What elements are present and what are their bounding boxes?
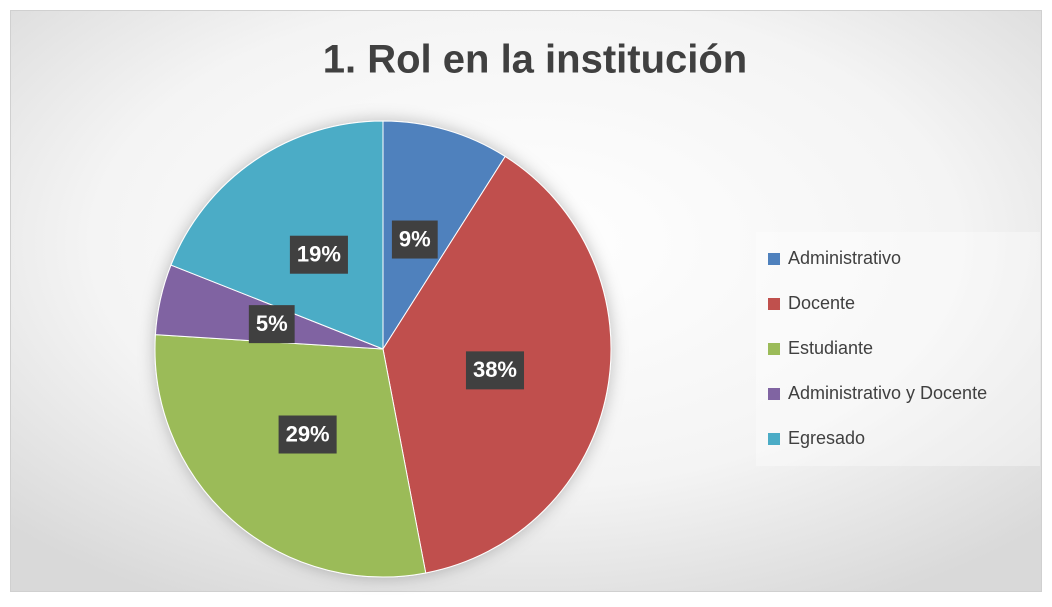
legend-label: Egresado [788, 428, 865, 448]
pie-slice [382, 120, 506, 351]
legend-swatch [768, 298, 780, 310]
legend-swatch [768, 433, 780, 445]
data-label-box [248, 305, 295, 344]
legend-label: Administrativo [788, 248, 901, 268]
legend-swatch [768, 253, 780, 265]
data-label: 29% [286, 421, 330, 446]
legend-label: Estudiante [788, 338, 873, 358]
data-label-box [289, 235, 348, 274]
data-label: 9% [399, 226, 431, 251]
data-label: 19% [297, 242, 341, 267]
pie [154, 120, 612, 578]
data-label: 5% [256, 311, 288, 336]
data-label-box [278, 415, 337, 454]
data-label-box [465, 351, 525, 390]
legend-label: Administrativo y Docente [788, 383, 987, 403]
legend-label: Docente [788, 293, 855, 313]
data-label-box [391, 220, 438, 259]
chart-title: 1. Rol en la institución [323, 38, 748, 82]
legend-swatch [768, 343, 780, 355]
pie-slice [154, 334, 427, 578]
data-label: 38% [473, 357, 517, 382]
pie-slice [170, 120, 384, 350]
legend-swatch [768, 388, 780, 400]
legend-box [756, 232, 1040, 466]
